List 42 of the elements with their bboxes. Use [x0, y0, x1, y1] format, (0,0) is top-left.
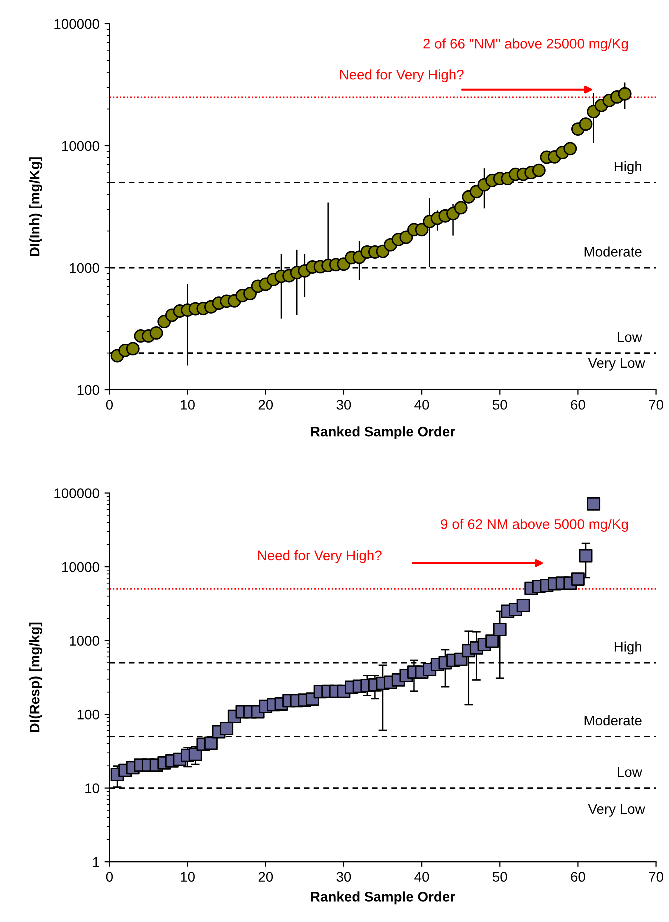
ref-line-label: Moderate [584, 715, 642, 726]
y-tick-label: 100 [78, 385, 100, 396]
y-tick-label: 10 [86, 784, 100, 794]
y-tick-label: 10000 [62, 562, 100, 572]
x-tick-label: 70 [649, 400, 664, 410]
ref-line-label: Low [618, 768, 642, 778]
x-axis-title: Ranked Sample Order [311, 892, 456, 905]
y-tick-label: 100 [78, 710, 100, 720]
x-tick-label: 30 [336, 872, 352, 882]
x-tick-label: 70 [649, 872, 664, 882]
x-tick-label: 10 [181, 872, 195, 882]
y-tick-label: 1 [93, 858, 100, 868]
x-tick-label: 20 [258, 400, 274, 410]
x-tick-label: 40 [414, 872, 430, 882]
y-axis-title: DI(Resp) [mg/kg] [30, 622, 43, 732]
x-tick-label: 20 [258, 872, 274, 882]
x-tick-label: 0 [106, 400, 114, 410]
annotation: Need for Very High? [258, 550, 382, 564]
y-axis-title: DI(Inh) [mg/Kg] [30, 158, 43, 256]
y-tick-label: 100000 [54, 488, 100, 498]
annotation: Very Low [588, 358, 646, 371]
x-tick-label: 60 [571, 400, 586, 410]
x-tick-label: 50 [492, 872, 508, 882]
x-tick-label: 50 [492, 400, 508, 410]
x-tick-label: 10 [181, 400, 195, 410]
x-tick-label: 0 [106, 872, 114, 882]
y-tick-label: 100000 [54, 19, 100, 30]
ref-line-label: High [614, 642, 642, 655]
annotation: Very Low [588, 804, 646, 817]
x-tick-label: 30 [336, 400, 352, 410]
annotation: 2 of 66 "NM" above 25000 mg/Kg [424, 38, 628, 52]
y-tick-label: 10000 [62, 141, 100, 152]
ref-line-label: Low [618, 332, 642, 342]
ref-line-label: High [614, 161, 642, 174]
x-tick-label: 60 [571, 872, 586, 882]
x-tick-label: 40 [414, 400, 430, 410]
annotation: 9 of 62 NM above 5000 mg/Kg [441, 519, 628, 532]
y-tick-label: 1000 [70, 263, 100, 274]
annotation: Need for Very High? [340, 70, 464, 83]
y-tick-label: 1000 [70, 636, 100, 646]
x-axis-title: Ranked Sample Order [311, 426, 456, 440]
ref-line-label: Moderate [584, 246, 642, 257]
